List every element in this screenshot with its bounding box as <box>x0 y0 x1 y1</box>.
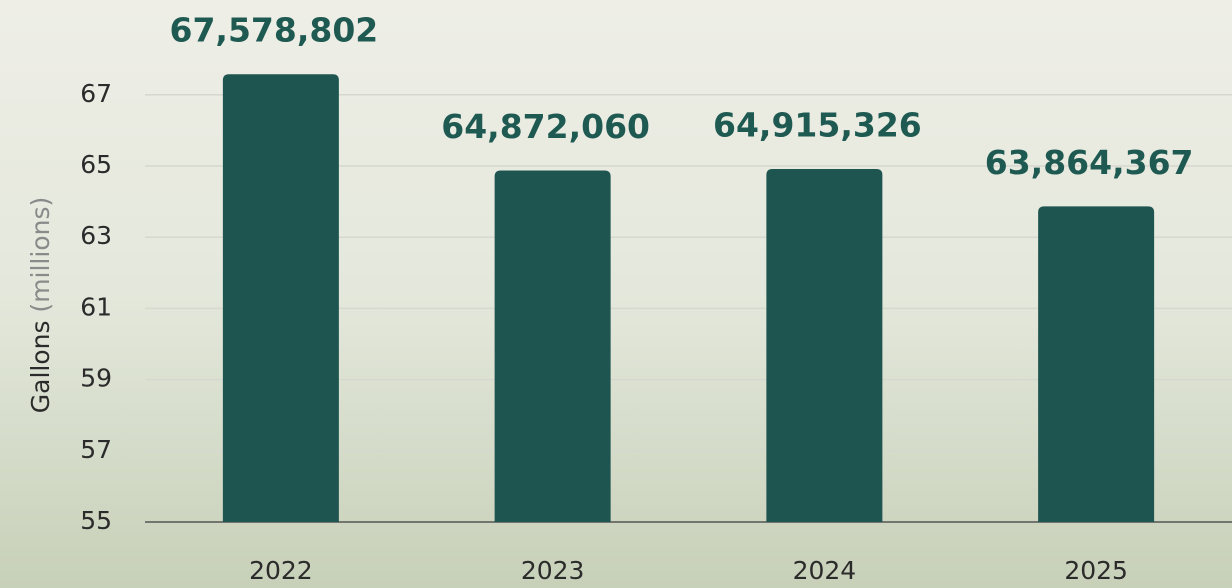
x-tick-label: 2023 <box>521 556 585 585</box>
y-tick-label: 67 <box>80 79 112 108</box>
y-axis-label: Gallons (millions) <box>26 197 55 414</box>
data-label: 63,864,367 <box>985 143 1194 182</box>
y-tick-label: 55 <box>80 506 112 535</box>
y-tick-label: 63 <box>80 221 112 250</box>
y-tick-label: 57 <box>80 435 112 464</box>
x-tick-label: 2024 <box>793 556 857 585</box>
bar <box>766 169 882 522</box>
y-axis-label-main: Gallons <box>26 321 55 414</box>
y-axis-label-unit: (millions) <box>26 197 55 313</box>
bar <box>1038 206 1154 522</box>
x-tick-label: 2022 <box>249 556 313 585</box>
bar <box>495 171 611 522</box>
data-label: 64,915,326 <box>713 106 922 145</box>
y-tick-label: 65 <box>80 150 112 179</box>
y-tick-label: 61 <box>80 292 112 321</box>
y-tick-label: 59 <box>80 364 112 393</box>
bar <box>223 74 339 522</box>
x-tick-label: 2025 <box>1064 556 1128 585</box>
chart: Gallons (millions) 55 57 59 61 63 65 67 2022 67,… <box>0 0 1232 588</box>
data-label: 67,578,802 <box>169 11 378 50</box>
data-label: 64,872,060 <box>441 107 650 146</box>
